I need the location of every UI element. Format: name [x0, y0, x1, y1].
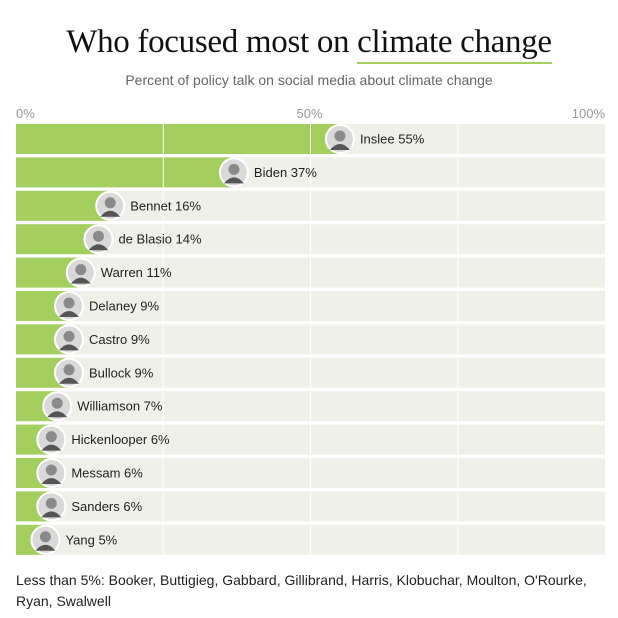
bar: [16, 190, 111, 221]
bar-label: Delaney 9%: [89, 299, 160, 314]
avatar: [42, 391, 73, 422]
bar-row-hickenlooper: Hickenlooper 6%: [16, 424, 605, 455]
bar-row-sanders: Sanders 6%: [16, 491, 605, 522]
avatar: [36, 458, 67, 488]
avatar: [36, 424, 67, 455]
bar-label: Yang 5%: [65, 532, 117, 547]
bar-row-inslee: Inslee 55%: [16, 124, 605, 154]
avatar: [324, 124, 355, 154]
bar-row-bennet: Bennet 16%: [16, 190, 605, 221]
bar-label: Sanders 6%: [71, 499, 142, 514]
bar-row-warren: Warren 11%: [16, 257, 605, 288]
bar-label: Bullock 9%: [89, 365, 154, 380]
bar-label: Castro 9%: [89, 332, 150, 347]
avatar: [95, 190, 126, 221]
bar-row-williamson: Williamson 7%: [16, 391, 605, 422]
bar-label: Biden 37%: [254, 165, 317, 180]
bar-row-yang: Yang 5%: [16, 524, 605, 555]
avatar: [30, 524, 61, 555]
chart-title: Who focused most on climate change: [0, 24, 618, 64]
avatar: [218, 157, 249, 188]
avatar: [54, 291, 85, 321]
bar-label: Messam 6%: [71, 466, 143, 481]
x-tick-label: 50%: [296, 106, 323, 121]
bar-row-bullock: Bullock 9%: [16, 357, 605, 388]
bar-row-delaney: Delaney 9%: [16, 291, 605, 321]
chart-subtitle: Percent of policy talk on social media a…: [125, 72, 493, 88]
avatar: [83, 224, 114, 255]
x-tick-label: 100%: [571, 106, 605, 121]
title-prefix: Who focused most on: [66, 24, 358, 60]
bar-label: Williamson 7%: [77, 399, 163, 414]
avatar: [65, 257, 96, 288]
avatar: [54, 324, 85, 355]
bar-label: Inslee 55%: [360, 132, 425, 147]
bar-label: Bennet 16%: [130, 198, 201, 213]
avatar: [54, 357, 85, 388]
bar: [16, 157, 234, 188]
bar: [16, 124, 340, 154]
bar-label: Hickenlooper 6%: [71, 432, 170, 447]
bar-row-de-blasio: de Blasio 14%: [16, 224, 605, 255]
bar-row-biden: Biden 37%: [16, 157, 605, 188]
footnote: Less than 5%: Booker, Buttigieg, Gabbard…: [16, 572, 587, 609]
bar-label: Warren 11%: [101, 265, 172, 280]
avatar: [36, 491, 67, 522]
bar-label: de Blasio 14%: [118, 232, 202, 247]
title-highlight: climate change: [357, 24, 552, 64]
x-tick-label: 0%: [16, 106, 35, 121]
bar-row-messam: Messam 6%: [16, 458, 605, 488]
bar-chart: Inslee 55% Biden 37% Bennet 16% de Blasio 1…: [16, 124, 605, 555]
bar-row-castro: Castro 9%: [16, 324, 605, 355]
